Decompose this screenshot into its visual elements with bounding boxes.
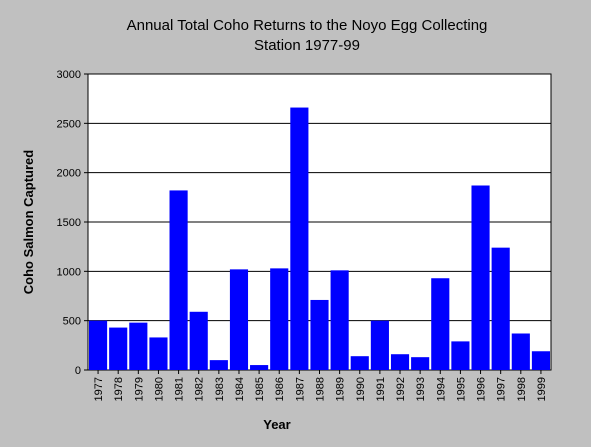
x-tick-label: 1978 (113, 377, 125, 401)
x-tick-label: 1983 (214, 377, 226, 401)
x-tick-label: 1986 (274, 377, 286, 401)
bar-1978 (109, 327, 128, 370)
bar-1990 (350, 356, 369, 370)
x-tick-label: 1994 (435, 377, 447, 401)
x-tick-label: 1998 (516, 377, 528, 401)
chart-title-line-2: Station 1977-99 (254, 37, 360, 54)
bar-1992 (390, 354, 410, 370)
y-tick-label: 2000 (57, 168, 81, 180)
y-tick-label: 1000 (57, 266, 81, 278)
x-tick-label: 1990 (355, 377, 367, 401)
bar-1986 (270, 268, 289, 370)
bar-1984 (229, 269, 249, 370)
bar-1993 (411, 357, 430, 370)
bar-1985 (250, 365, 269, 370)
bar-1997 (491, 247, 510, 370)
x-tick-labels: 1977 1978 1979 1980 1981 1982 1983 1984 1985 1986… (93, 370, 548, 401)
y-tick-label: 500 (63, 316, 81, 328)
x-tick-label: 1997 (496, 377, 508, 401)
bar-1994 (431, 278, 450, 370)
x-tick-label: 1982 (194, 377, 206, 401)
bar-1981 (169, 190, 188, 370)
y-tick-label: 3000 (57, 69, 81, 81)
bar-1988 (310, 299, 329, 370)
x-tick-label: 1991 (375, 377, 387, 401)
chart-title-line-1: Annual Total Coho Returns to the Noyo Eg… (127, 17, 488, 34)
y-tick-label: 1500 (57, 217, 81, 229)
bar-1995 (451, 341, 470, 370)
bar-1982 (189, 311, 208, 370)
bar-1983 (209, 360, 228, 370)
bar-1979 (129, 322, 148, 370)
bar-1998 (511, 333, 530, 370)
y-tick-label: 2500 (57, 118, 81, 130)
x-tick-label: 1977 (93, 377, 105, 401)
y-tick-labels: 0 500 1000 1500 2000 2500 3000 (57, 69, 88, 377)
bar-1977 (89, 320, 108, 370)
x-tick-label: 1999 (536, 377, 548, 401)
x-tick-label: 1992 (395, 377, 407, 401)
x-axis-label: Year (263, 417, 290, 432)
x-tick-label: 1980 (153, 377, 165, 401)
y-axis-label: Coho Salmon Captured (21, 150, 36, 295)
x-tick-label: 1995 (455, 377, 467, 401)
x-tick-label: 1987 (294, 377, 306, 401)
x-tick-label: 1989 (335, 377, 347, 401)
bar-1989 (330, 270, 349, 370)
x-tick-label: 1984 (234, 377, 246, 401)
bar-1991 (370, 320, 389, 370)
bar-1987 (290, 107, 309, 371)
bars (89, 107, 550, 371)
bar-1999 (531, 351, 550, 370)
x-tick-label: 1985 (254, 377, 266, 401)
x-tick-label: 1979 (133, 377, 145, 401)
y-tick-label: 0 (75, 365, 81, 377)
x-tick-label: 1988 (315, 377, 327, 401)
x-tick-label: 1981 (174, 377, 186, 401)
bar-1980 (149, 337, 168, 370)
x-tick-label: 1993 (415, 377, 427, 401)
bar-1996 (471, 185, 490, 370)
x-tick-label: 1996 (476, 377, 488, 401)
